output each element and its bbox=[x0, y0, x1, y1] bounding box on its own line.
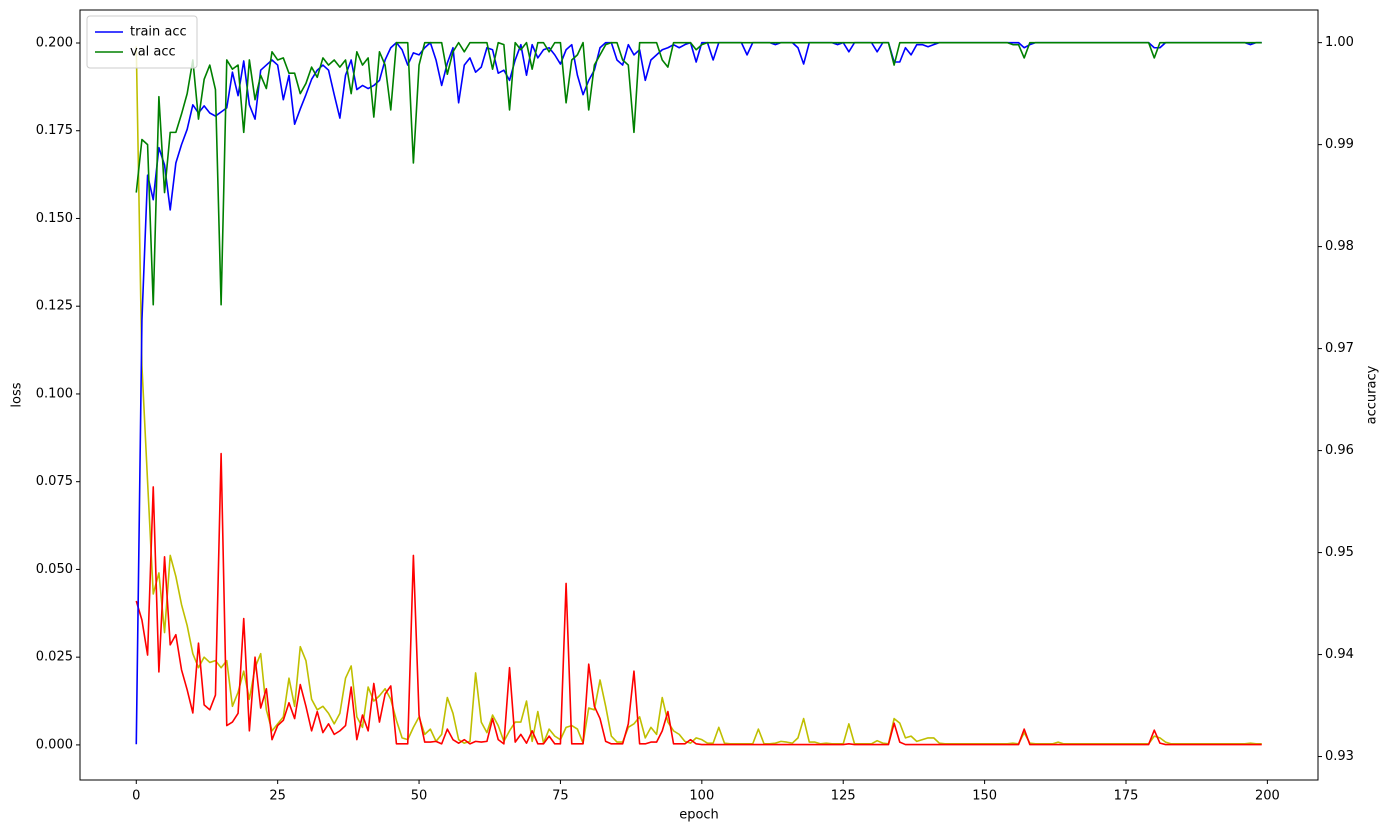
x-tick-label: 25 bbox=[269, 789, 286, 804]
y2-tick-label: 0.99 bbox=[1325, 137, 1354, 152]
y2-tick-label: 0.97 bbox=[1325, 341, 1354, 356]
y-tick-label: 0.200 bbox=[36, 35, 73, 50]
x-tick-label: 0 bbox=[132, 789, 140, 804]
y2-tick-label: 0.94 bbox=[1325, 647, 1354, 662]
y-tick-label: 0.000 bbox=[36, 737, 73, 752]
x-tick-label: 200 bbox=[1255, 789, 1280, 804]
y-tick-label: 0.075 bbox=[36, 474, 73, 489]
y2-axis-label: accuracy bbox=[1365, 365, 1380, 424]
legend-box bbox=[86, 15, 198, 69]
y-tick-label: 0.100 bbox=[36, 386, 73, 401]
y-tick-label: 0.175 bbox=[36, 123, 73, 138]
series-line bbox=[135, 41, 1262, 306]
series-line bbox=[135, 41, 1262, 745]
series-line bbox=[135, 46, 1262, 745]
y-tick-label: 0.050 bbox=[36, 562, 73, 577]
x-tick-label: 175 bbox=[1114, 789, 1139, 804]
x-axis-label: epoch bbox=[679, 808, 719, 823]
legend-label: train acc bbox=[130, 25, 187, 40]
y2-tick-label: 1.00 bbox=[1325, 35, 1354, 50]
y-tick-label: 0.150 bbox=[36, 211, 73, 226]
x-tick-label: 50 bbox=[411, 789, 428, 804]
x-tick-label: 100 bbox=[689, 789, 714, 804]
legend-label: val acc bbox=[130, 45, 176, 60]
y-tick-label: 0.125 bbox=[36, 299, 73, 314]
x-tick-label: 125 bbox=[831, 789, 856, 804]
y2-tick-label: 0.93 bbox=[1325, 749, 1354, 764]
series-line bbox=[135, 452, 1262, 746]
x-tick-label: 150 bbox=[972, 789, 997, 804]
y-axis-label: loss bbox=[10, 382, 25, 407]
y2-tick-label: 0.98 bbox=[1325, 239, 1354, 254]
x-tick-label: 75 bbox=[552, 789, 569, 804]
y-tick-label: 0.025 bbox=[36, 650, 73, 665]
y2-tick-label: 0.96 bbox=[1325, 443, 1354, 458]
plot-frame bbox=[79, 9, 1319, 781]
y2-tick-label: 0.95 bbox=[1325, 545, 1354, 560]
